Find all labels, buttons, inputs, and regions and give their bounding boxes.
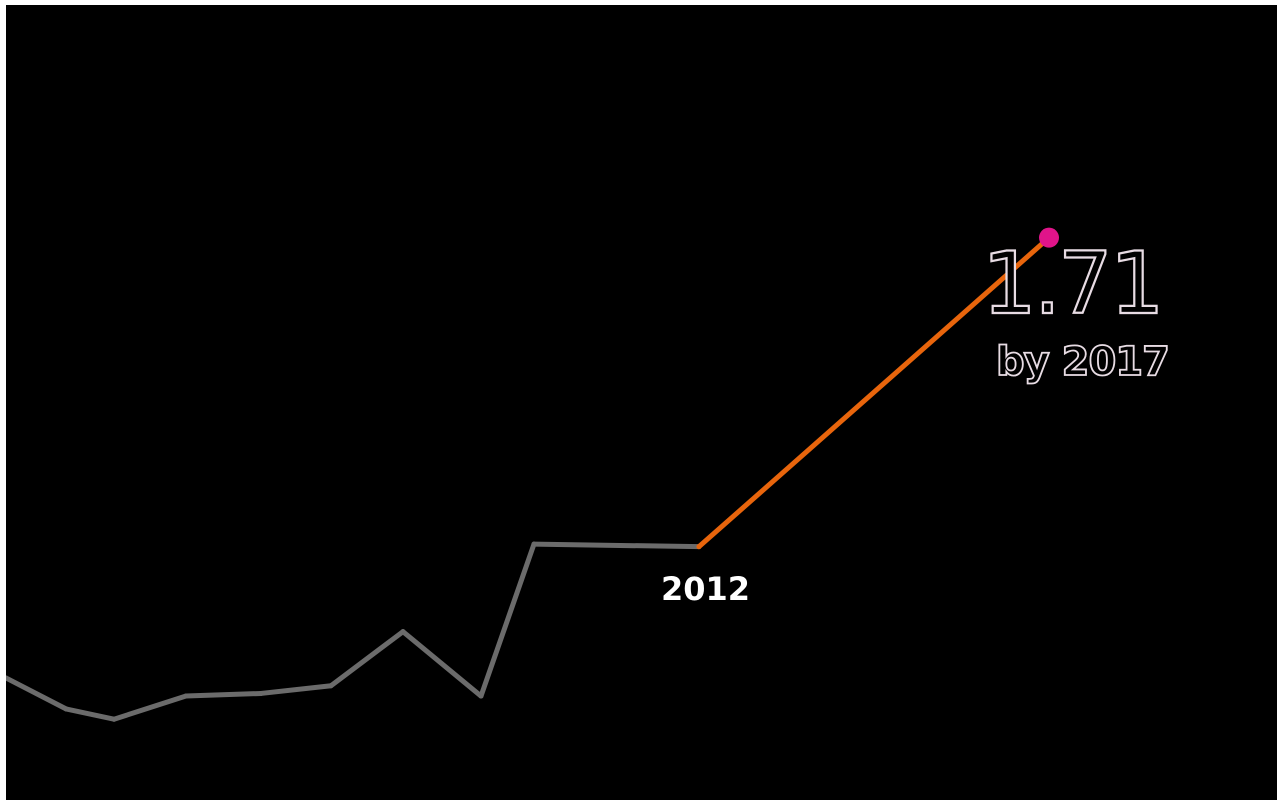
projection-year-label: by 2017 — [996, 339, 1169, 385]
history-line-segment — [6, 678, 66, 709]
history-line-segment — [403, 632, 481, 696]
history-line-point — [479, 694, 484, 699]
history-series — [6, 542, 702, 722]
history-line-segment — [66, 709, 114, 719]
history-line-segment — [331, 632, 403, 686]
history-line-segment — [186, 693, 261, 696]
history-line-segment — [261, 686, 331, 694]
history-line-point — [329, 683, 334, 688]
projection-line-point — [697, 544, 702, 549]
history-line-segment — [534, 544, 699, 547]
projection-value-label: 1.71 — [982, 234, 1161, 334]
current-year-label: 2012 — [661, 570, 750, 608]
chart-canvas: 1.71 by 2017 2012 — [6, 5, 1277, 800]
history-line-point — [259, 691, 264, 696]
projection-endpoint-marker — [1039, 228, 1059, 248]
history-line-point — [64, 706, 69, 711]
history-line-point — [401, 629, 406, 634]
history-line-point — [184, 694, 189, 699]
history-line-segment — [481, 544, 534, 696]
line-chart: 1.71 by 2017 2012 — [6, 5, 1277, 800]
history-line-point — [532, 542, 537, 547]
history-line-point — [112, 717, 117, 722]
history-line-segment — [114, 696, 186, 719]
